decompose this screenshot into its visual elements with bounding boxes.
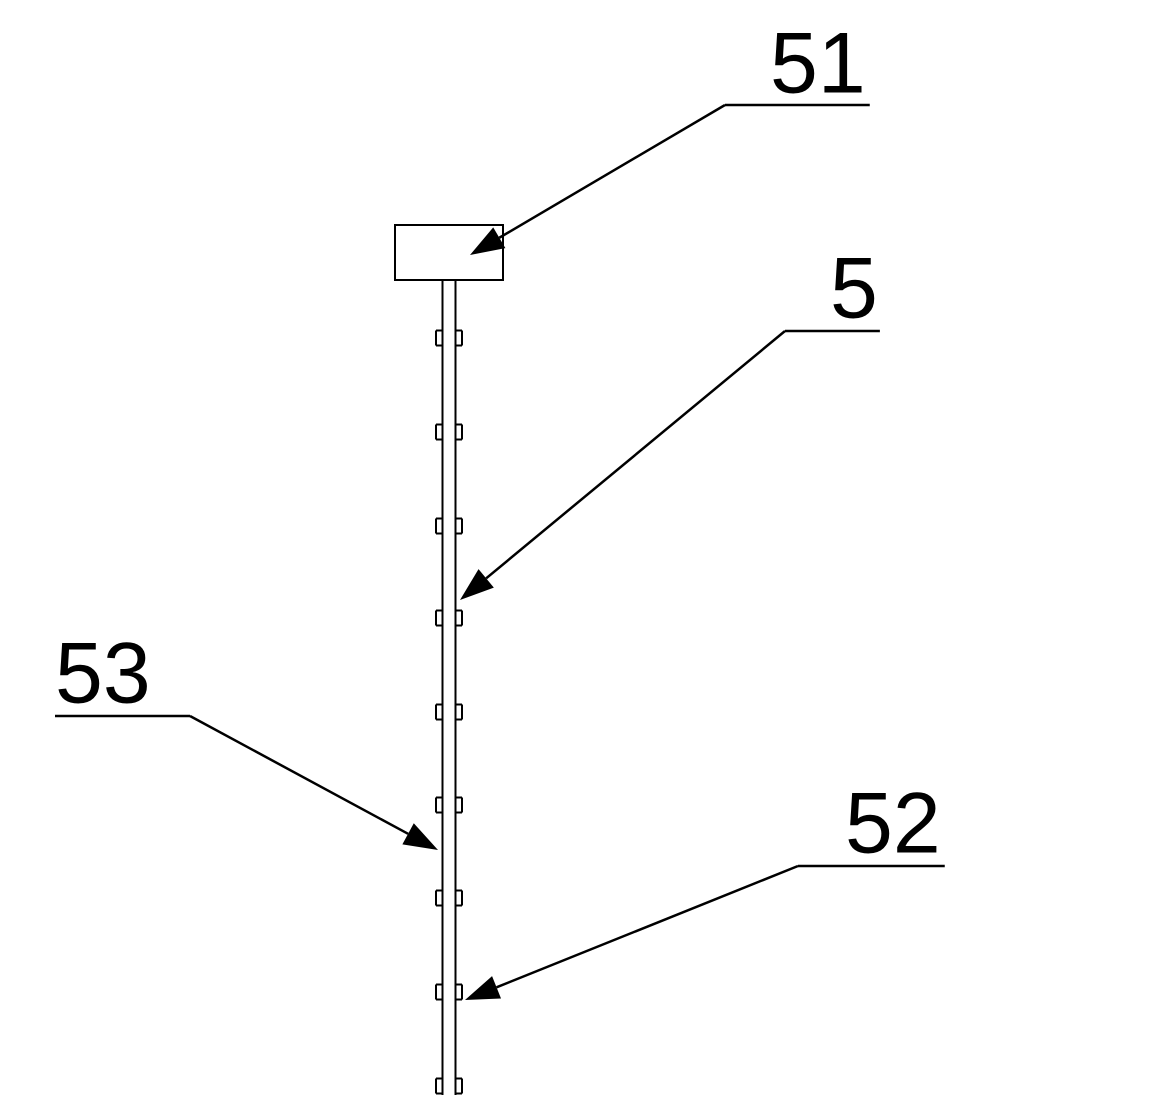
arrowhead — [470, 227, 505, 255]
leader-diagonal — [190, 716, 408, 834]
collar — [436, 1079, 462, 1094]
callout-label: 51 — [770, 16, 866, 112]
callout-51: 51 — [470, 16, 870, 255]
collar — [436, 798, 462, 813]
collar — [436, 705, 462, 720]
leader-diagonal — [497, 866, 798, 987]
arrowhead — [460, 569, 494, 600]
collar — [436, 985, 462, 1000]
callout-53: 53 — [55, 626, 438, 850]
leader-diagonal — [486, 331, 785, 578]
callout-label: 53 — [55, 626, 151, 722]
arrowhead — [402, 823, 438, 850]
collar — [436, 891, 462, 906]
callout-52: 52 — [465, 776, 945, 1000]
arrowhead — [465, 976, 501, 1000]
callout-label: 52 — [845, 776, 941, 872]
callout-5: 5 — [460, 241, 880, 600]
head-block — [395, 225, 503, 280]
collar — [436, 331, 462, 346]
collar — [436, 425, 462, 440]
collar — [436, 611, 462, 626]
callout-label: 5 — [830, 241, 878, 337]
leader-diagonal — [499, 105, 725, 238]
collar — [436, 519, 462, 534]
